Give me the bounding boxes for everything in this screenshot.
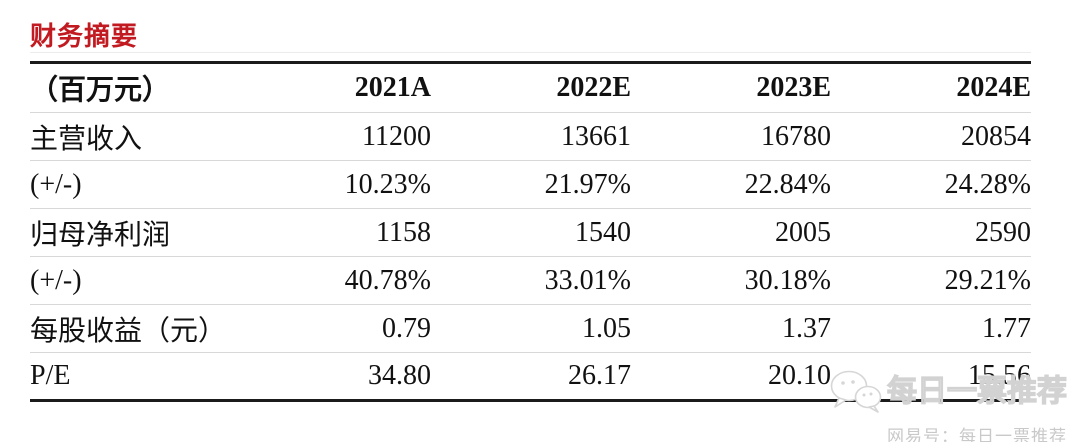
row-label: 主营收入 — [30, 112, 231, 161]
unit-header: （百万元） — [30, 62, 231, 113]
row-label: (+/-) — [30, 256, 231, 305]
cell-value: 0.79 — [231, 304, 431, 353]
cell-value: 22.84% — [631, 160, 831, 209]
col-header-2023e: 2023E — [631, 62, 831, 113]
col-header-2021a: 2021A — [231, 62, 431, 113]
row-label: (+/-) — [30, 160, 231, 209]
cell-value: 30.18% — [631, 256, 831, 305]
col-header-2022e: 2022E — [431, 62, 631, 113]
cell-value: 1.77 — [831, 304, 1031, 353]
cell-value: 20854 — [831, 112, 1031, 161]
table-header-row: （百万元） 2021A 2022E 2023E 2024E — [30, 62, 1031, 113]
table-row: P/E 34.80 26.17 20.10 15.56 — [30, 353, 1031, 401]
watermark-caption: 网易号：每日一票推荐 — [887, 427, 1067, 442]
cell-value: 2590 — [831, 208, 1031, 257]
table-row: 每股收益（元） 0.79 1.05 1.37 1.77 — [30, 304, 1031, 353]
cell-value: 1540 — [431, 208, 631, 257]
cell-value: 1.05 — [431, 304, 631, 353]
table-row: 归母净利润 1158 1540 2005 2590 — [30, 208, 1031, 257]
cell-value: 33.01% — [431, 256, 631, 305]
cell-value: 15.56 — [968, 360, 1031, 391]
cell-value: 11200 — [231, 112, 431, 161]
top-hairline — [30, 52, 1031, 53]
table-row: (+/-) 10.23% 21.97% 22.84% 24.28% — [30, 160, 1031, 209]
row-label: 归母净利润 — [30, 208, 231, 257]
table-row: 主营收入 11200 13661 16780 20854 — [30, 112, 1031, 161]
col-header-2024e: 2024E — [831, 62, 1031, 113]
financial-summary-table: （百万元） 2021A 2022E 2023E 2024E 主营收入 11200… — [30, 61, 1031, 402]
row-label: P/E — [30, 360, 71, 391]
cell-value: 26.17 — [568, 360, 631, 391]
row-label: 每股收益（元） — [30, 304, 231, 353]
page-title: 财务摘要 — [30, 21, 139, 51]
cell-value: 10.23% — [231, 160, 431, 209]
cell-value: 40.78% — [231, 256, 431, 305]
cell-value: 1.37 — [631, 304, 831, 353]
cell-value: 1158 — [231, 208, 431, 257]
table-row: (+/-) 40.78% 33.01% 30.18% 29.21% — [30, 256, 1031, 305]
cell-value: 13661 — [431, 112, 631, 161]
cell-value: 21.97% — [431, 160, 631, 209]
cell-value: 20.10 — [768, 360, 831, 391]
cell-value: 2005 — [631, 208, 831, 257]
cell-value: 29.21% — [831, 256, 1031, 305]
cell-value: 16780 — [631, 112, 831, 161]
cell-value: 24.28% — [831, 160, 1031, 209]
cell-value: 34.80 — [368, 360, 431, 391]
